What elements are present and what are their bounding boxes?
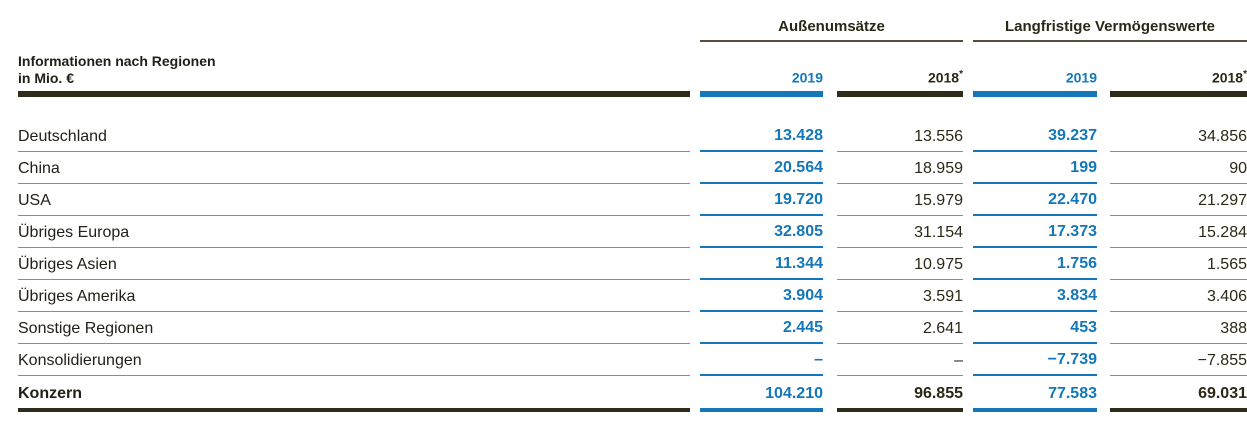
- cell-vermoegenswerte-2019: 1.756: [973, 255, 1097, 280]
- row-label: Übriges Asien: [18, 256, 690, 280]
- table-row-uebriges-europa: Übriges Europa 32.805 31.154 17.373 15.2…: [18, 216, 1247, 248]
- cell-aussenumsaetze-2018: 3.591: [837, 288, 963, 312]
- table-row-deutschland: Deutschland 13.428 13.556 39.237 34.856: [18, 120, 1247, 152]
- cell-aussenumsaetze-2019: 20.564: [700, 159, 823, 184]
- cell-aussenumsaetze-2018: 31.154: [837, 224, 963, 248]
- year-header-row: Informationen nach Regionen in Mio. € 20…: [18, 42, 1247, 97]
- cell-aussenumsaetze-2019: –: [700, 351, 823, 376]
- table-row-konzern-total: Konzern 104.210 96.855 77.583 69.031: [18, 376, 1247, 412]
- row-label: Sonstige Regionen: [18, 320, 690, 344]
- cell-vermoegenswerte-2018: 69.031: [1110, 385, 1247, 412]
- year-header-vermoegenswerte-2018: 2018*: [1110, 69, 1247, 97]
- footnote-asterisk: *: [1243, 69, 1247, 81]
- column-group-header-row: Außenumsätze Langfristige Vermögenswerte: [18, 0, 1247, 42]
- table-row-konsolidierungen: Konsolidierungen – – −7.739 −7.855: [18, 344, 1247, 376]
- year-label: 2019: [791, 70, 823, 86]
- cell-aussenumsaetze-2018: 2.641: [837, 320, 963, 344]
- table-title: Informationen nach Regionen in Mio. €: [18, 53, 690, 97]
- cell-vermoegenswerte-2019: 453: [973, 319, 1097, 344]
- footnote-asterisk: *: [959, 69, 963, 81]
- cell-aussenumsaetze-2018: 96.855: [837, 385, 963, 412]
- year-header-aussenumsaetze-2018: 2018*: [837, 69, 963, 97]
- cell-vermoegenswerte-2019: 39.237: [973, 127, 1097, 152]
- header-body-spacer: [18, 97, 1247, 120]
- cell-aussenumsaetze-2018: –: [837, 352, 963, 376]
- year-header-aussenumsaetze-2019: 2019: [700, 69, 823, 97]
- table-row-uebriges-asien: Übriges Asien 11.344 10.975 1.756 1.565: [18, 248, 1247, 280]
- cell-vermoegenswerte-2018: 15.284: [1110, 224, 1247, 248]
- cell-vermoegenswerte-2019: 22.470: [973, 191, 1097, 216]
- cell-vermoegenswerte-2019: 199: [973, 159, 1097, 184]
- column-group-aussenumsaetze: Außenumsätze: [700, 18, 963, 42]
- cell-vermoegenswerte-2018: 34.856: [1110, 128, 1247, 152]
- regions-table: Außenumsätze Langfristige Vermögenswerte…: [18, 0, 1247, 412]
- cell-aussenumsaetze-2019: 3.904: [700, 287, 823, 312]
- cell-vermoegenswerte-2018: 90: [1110, 160, 1247, 184]
- cell-aussenumsaetze-2019: 104.210: [700, 385, 823, 412]
- cell-aussenumsaetze-2018: 10.975: [837, 256, 963, 280]
- cell-aussenumsaetze-2019: 19.720: [700, 191, 823, 216]
- cell-vermoegenswerte-2018: 1.565: [1110, 256, 1247, 280]
- row-label: Übriges Europa: [18, 224, 690, 248]
- year-label: 2018: [1211, 70, 1244, 86]
- table-row-uebriges-amerika: Übriges Amerika 3.904 3.591 3.834 3.406: [18, 280, 1247, 312]
- table-row-china: China 20.564 18.959 199 90: [18, 152, 1247, 184]
- table-title-line1: Informationen nach Regionen: [18, 53, 216, 69]
- row-label: Deutschland: [18, 128, 690, 152]
- row-label: Konzern: [18, 385, 690, 412]
- year-label: 2018: [927, 70, 960, 86]
- cell-aussenumsaetze-2018: 13.556: [837, 128, 963, 152]
- row-label: China: [18, 160, 690, 184]
- cell-aussenumsaetze-2018: 18.959: [837, 160, 963, 184]
- cell-vermoegenswerte-2018: 21.297: [1110, 192, 1247, 216]
- cell-vermoegenswerte-2018: 388: [1110, 320, 1247, 344]
- cell-vermoegenswerte-2019: −7.739: [973, 351, 1097, 376]
- cell-vermoegenswerte-2019: 17.373: [973, 223, 1097, 248]
- cell-aussenumsaetze-2019: 32.805: [700, 223, 823, 248]
- cell-aussenumsaetze-2019: 13.428: [700, 127, 823, 152]
- row-label: USA: [18, 192, 690, 216]
- cell-vermoegenswerte-2019: 3.834: [973, 287, 1097, 312]
- cell-aussenumsaetze-2019: 2.445: [700, 319, 823, 344]
- year-label: 2019: [1065, 70, 1097, 86]
- cell-vermoegenswerte-2018: 3.406: [1110, 288, 1247, 312]
- year-header-vermoegenswerte-2019: 2019: [973, 69, 1097, 97]
- table-title-line2: in Mio. €: [18, 70, 74, 86]
- cell-aussenumsaetze-2019: 11.344: [700, 255, 823, 280]
- cell-aussenumsaetze-2018: 15.979: [837, 192, 963, 216]
- row-label: Konsolidierungen: [18, 352, 690, 376]
- cell-vermoegenswerte-2019: 77.583: [973, 385, 1097, 412]
- table-row-usa: USA 19.720 15.979 22.470 21.297: [18, 184, 1247, 216]
- cell-vermoegenswerte-2018: −7.855: [1110, 352, 1247, 376]
- column-group-langfristige-vermoegenswerte: Langfristige Vermögenswerte: [973, 18, 1247, 42]
- row-label: Übriges Amerika: [18, 288, 690, 312]
- table-row-sonstige-regionen: Sonstige Regionen 2.445 2.641 453 388: [18, 312, 1247, 344]
